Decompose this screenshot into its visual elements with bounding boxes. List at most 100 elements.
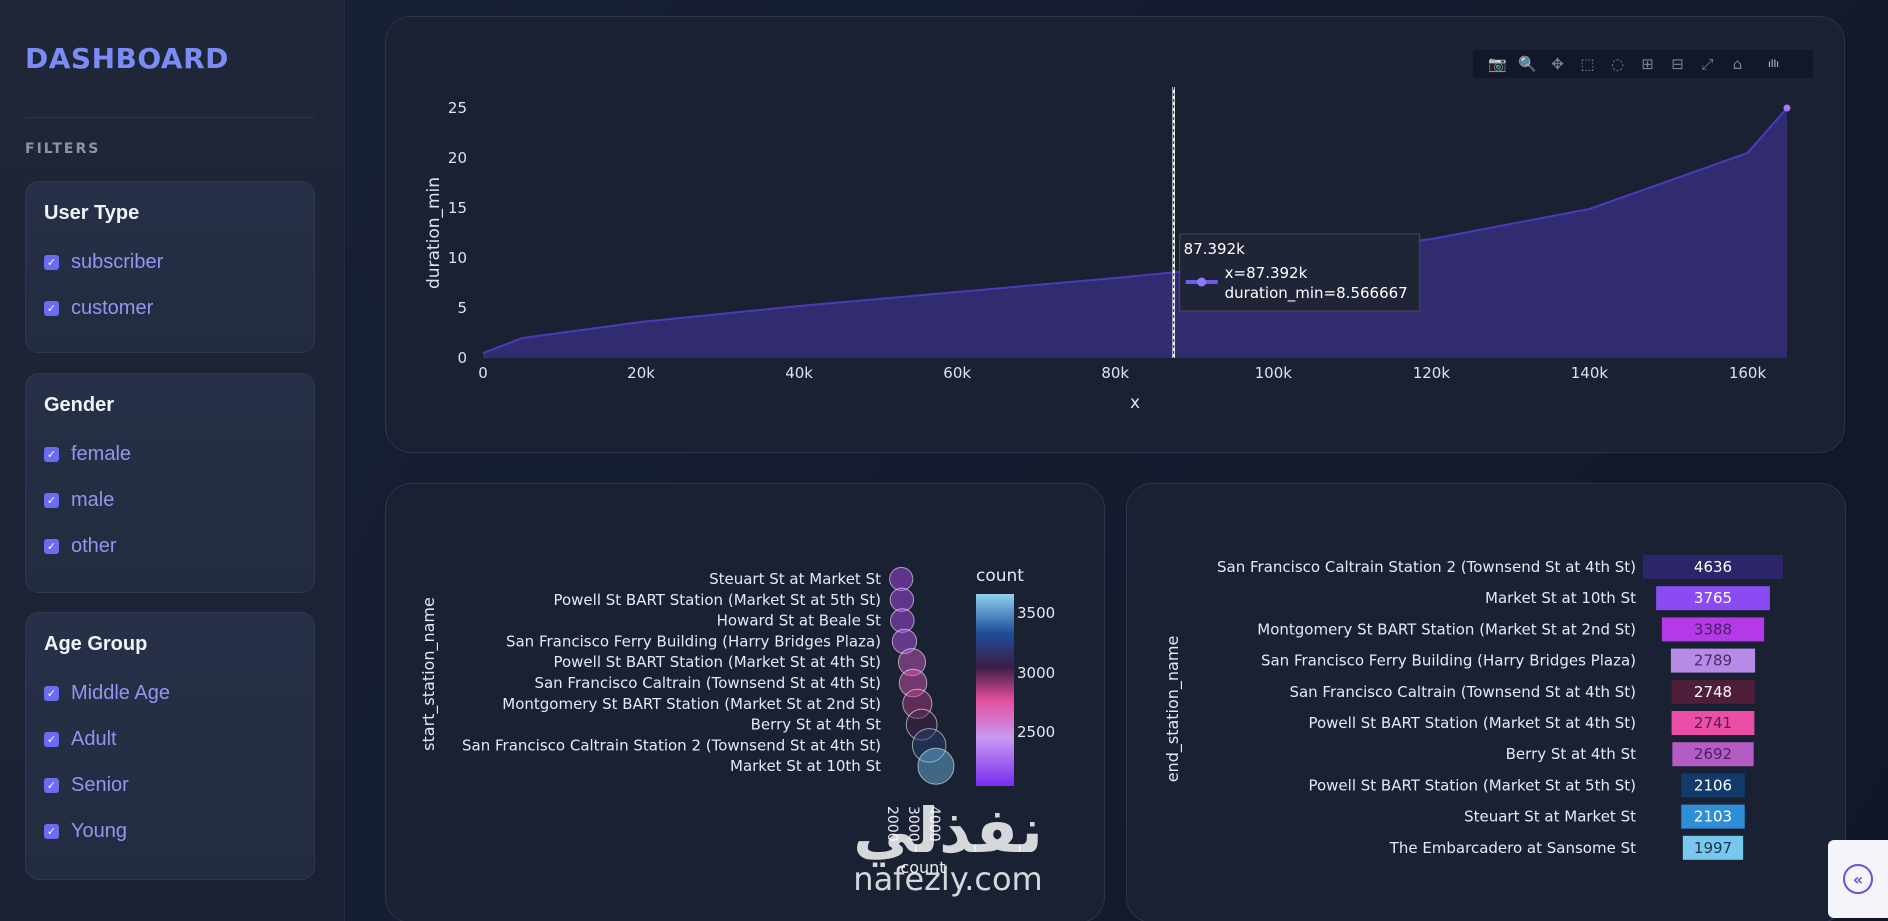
checkbox-checked-icon[interactable]: ✓ bbox=[44, 685, 59, 701]
filter-option-label: other bbox=[71, 534, 117, 557]
start-station-label: San Francisco Caltrain Station 2 (Townse… bbox=[462, 736, 881, 754]
y-tick-label: 20 bbox=[448, 149, 467, 167]
start-station-bubble[interactable] bbox=[902, 688, 933, 719]
start-station-bubble[interactable] bbox=[911, 728, 947, 763]
end-station-cell[interactable] bbox=[1682, 835, 1744, 860]
pan-icon[interactable]: ✥ bbox=[1551, 55, 1564, 73]
end-station-cell[interactable] bbox=[1670, 648, 1756, 673]
end-station-cell[interactable] bbox=[1656, 586, 1770, 611]
checkbox-checked-icon[interactable]: ✓ bbox=[44, 731, 59, 747]
end-station-cell[interactable] bbox=[1661, 617, 1765, 642]
x-tick-label: 140k bbox=[1571, 364, 1609, 382]
start-station-label: Powell St BART Station (Market St at 4th… bbox=[553, 653, 881, 671]
end-station-count: 2106 bbox=[1694, 776, 1732, 794]
filter-option-label: Adult bbox=[71, 727, 117, 750]
filter-option-customer[interactable]: ✓ customer bbox=[44, 285, 296, 331]
hover-tooltip: 87.392k x=87.392k duration_min=8.566667 bbox=[1179, 233, 1421, 312]
box-select-icon[interactable]: ⬚ bbox=[1580, 55, 1595, 73]
start-station-bubble[interactable] bbox=[905, 708, 938, 741]
colorbar-title: count bbox=[976, 566, 1024, 586]
camera-icon[interactable]: 📷 bbox=[1488, 55, 1507, 73]
x-tick-label: 120k bbox=[1413, 364, 1451, 382]
checkbox-checked-icon[interactable]: ✓ bbox=[44, 446, 59, 462]
start-station-label: San Francisco Caltrain (Townsend St at 4… bbox=[534, 674, 881, 692]
filter-option-label: male bbox=[71, 488, 115, 511]
x-axis-title: count bbox=[900, 858, 945, 877]
autoscale-icon[interactable]: ⤢ bbox=[1701, 55, 1714, 73]
filters-heading: FILTERS bbox=[25, 141, 101, 157]
end-station-cell[interactable] bbox=[1681, 804, 1745, 829]
plotly-logo-icon[interactable]: ıllı bbox=[1767, 58, 1780, 70]
collapse-button[interactable]: « bbox=[1828, 840, 1888, 918]
start-station-bubble[interactable] bbox=[917, 747, 955, 785]
filter-option-other[interactable]: ✓ other bbox=[44, 523, 296, 569]
zoom-icon[interactable]: 🔍 bbox=[1518, 55, 1537, 73]
end-station-count: 2748 bbox=[1694, 683, 1732, 701]
filter-option-senior[interactable]: ✓ Senior bbox=[44, 762, 296, 808]
start-station-chart[interactable]: Steuart St at Market St Powell St BART St… bbox=[386, 484, 1105, 921]
checkbox-checked-icon[interactable]: ✓ bbox=[44, 492, 59, 508]
end-station-label: San Francisco Caltrain (Townsend St at 4… bbox=[1289, 683, 1636, 701]
end-station-label: Powell St BART Station (Market St at 5th… bbox=[1308, 776, 1636, 794]
y-tick-label: 25 bbox=[448, 99, 467, 117]
filter-option-middle-age[interactable]: ✓ Middle Age bbox=[44, 670, 296, 716]
x-tick-label: 2000 bbox=[884, 806, 900, 842]
end-station-cell[interactable] bbox=[1671, 711, 1755, 735]
tooltip-marker bbox=[1197, 277, 1207, 287]
duration-area[interactable] bbox=[483, 108, 1787, 358]
x-tick-label: 100k bbox=[1255, 364, 1293, 382]
dashboard-brand: DASHBOARD bbox=[25, 42, 229, 75]
end-station-count: 2789 bbox=[1694, 652, 1732, 670]
start-station-label: San Francisco Ferry Building (Harry Brid… bbox=[506, 632, 881, 650]
y-axis-title: start_station_name bbox=[419, 597, 439, 751]
end-station-count: 2692 bbox=[1694, 745, 1732, 763]
end-station-count: 2103 bbox=[1694, 808, 1732, 826]
end-station-card: San Francisco Caltrain Station 2 (Townse… bbox=[1126, 483, 1846, 921]
start-station-bubble[interactable] bbox=[891, 628, 918, 655]
end-station-label: Berry St at 4th St bbox=[1506, 745, 1636, 763]
start-station-bubble[interactable] bbox=[889, 587, 915, 613]
filter-option-label: Young bbox=[71, 819, 127, 842]
duration-area-chart[interactable]: 0 5 10 15 20 25 0 20k 40k 60k 80k 100k 120k 140k 160k x… bbox=[386, 17, 1845, 453]
filter-group-title: User Type bbox=[44, 202, 140, 224]
filter-option-subscriber[interactable]: ✓ subscriber bbox=[44, 239, 296, 285]
checkbox-checked-icon[interactable]: ✓ bbox=[44, 300, 59, 316]
zoom-out-icon[interactable]: ⊟ bbox=[1671, 55, 1684, 73]
checkbox-checked-icon[interactable]: ✓ bbox=[44, 254, 59, 270]
x-tick-label: 20k bbox=[627, 364, 655, 382]
end-station-count: 3388 bbox=[1694, 620, 1732, 638]
filter-group-gender: Gender ✓ female ✓ male ✓ other bbox=[25, 373, 315, 593]
x-tick-label: 60k bbox=[943, 364, 971, 382]
x-axis-title: x bbox=[1130, 393, 1140, 413]
x-tick-label: 80k bbox=[1101, 364, 1129, 382]
end-station-cell[interactable] bbox=[1672, 742, 1754, 767]
filter-option-male[interactable]: ✓ male bbox=[44, 477, 296, 523]
chart-modebar: 📷 🔍 ✥ ⬚ ◌ ⊞ ⊟ ⤢ ⌂ ıllı bbox=[1473, 50, 1813, 78]
zoom-in-icon[interactable]: ⊞ bbox=[1641, 55, 1654, 73]
filter-option-label: female bbox=[71, 442, 132, 465]
end-station-chart[interactable]: San Francisco Caltrain Station 2 (Townse… bbox=[1127, 484, 1846, 921]
x-tick-label: 40k bbox=[785, 364, 813, 382]
start-station-bubble[interactable] bbox=[890, 608, 915, 633]
start-station-bubble[interactable] bbox=[889, 566, 914, 592]
start-station-label: Powell St BART Station (Market St at 5th… bbox=[553, 591, 881, 609]
checkbox-checked-icon[interactable]: ✓ bbox=[44, 538, 59, 554]
start-station-bubble[interactable] bbox=[897, 648, 927, 677]
filter-option-adult[interactable]: ✓ Adult bbox=[44, 716, 296, 762]
y-axis-title: duration_min bbox=[424, 177, 444, 289]
checkbox-checked-icon[interactable]: ✓ bbox=[44, 823, 59, 839]
filter-option-young[interactable]: ✓ Young bbox=[44, 808, 296, 854]
start-station-label: Market St at 10th St bbox=[730, 757, 881, 775]
tooltip-x-value: x=87.392k bbox=[1225, 264, 1308, 282]
end-station-count: 2741 bbox=[1694, 714, 1732, 732]
lasso-icon[interactable]: ◌ bbox=[1610, 55, 1625, 73]
checkbox-checked-icon[interactable]: ✓ bbox=[44, 777, 59, 793]
end-station-label: Market St at 10th St bbox=[1485, 589, 1636, 607]
filter-option-female[interactable]: ✓ female bbox=[44, 431, 296, 477]
end-station-cell[interactable] bbox=[1681, 773, 1745, 798]
start-station-card: Steuart St at Market St Powell St BART St… bbox=[385, 483, 1105, 921]
end-station-cell[interactable] bbox=[1671, 679, 1755, 704]
end-station-cell[interactable] bbox=[1643, 555, 1783, 579]
reset-axes-icon[interactable]: ⌂ bbox=[1732, 55, 1743, 73]
sidebar-divider bbox=[25, 117, 315, 118]
